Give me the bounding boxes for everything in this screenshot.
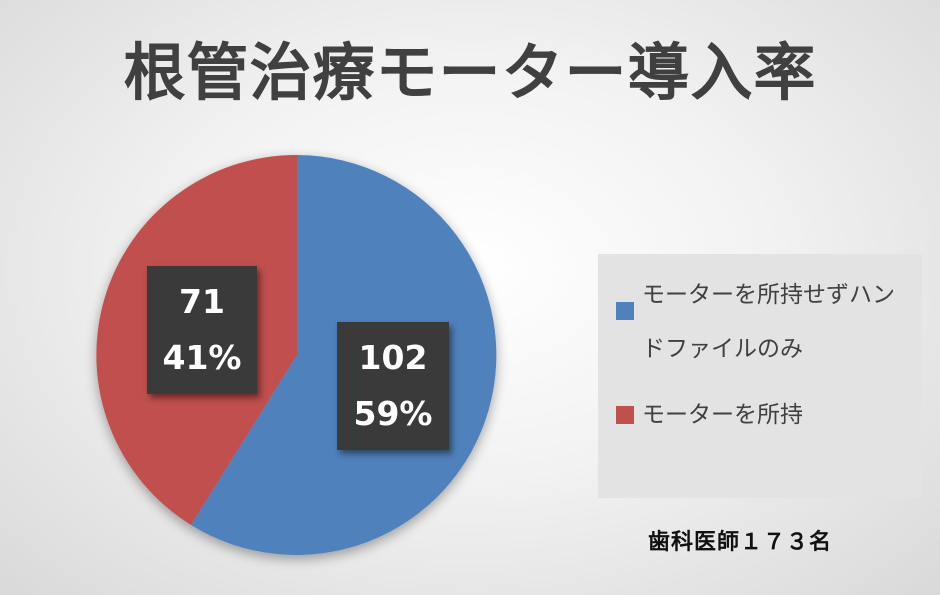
- data-label-blue-percent: 59%: [353, 394, 433, 433]
- legend-swatch-red-icon: [616, 406, 634, 424]
- data-label-red-value: 71: [179, 282, 225, 321]
- data-label-blue-value: 102: [358, 338, 428, 377]
- legend-label-no-motor: モーターを所持せずハンドファイルのみ: [642, 282, 895, 362]
- sample-size-caption: 歯科医師１７３名: [648, 530, 833, 555]
- data-label-blue: 102 59%: [337, 322, 449, 450]
- legend-item-no-motor[interactable]: モーターを所持せずハンドファイルのみ: [616, 268, 912, 376]
- data-label-red-percent: 41%: [162, 338, 242, 377]
- chart-title: 根管治療モーター導入率: [123, 36, 817, 109]
- legend-label-has-motor: モーターを所持: [642, 402, 803, 428]
- legend-item-has-motor[interactable]: モーターを所持: [616, 388, 912, 442]
- legend: モーターを所持せずハンドファイルのみ モーターを所持: [598, 254, 922, 498]
- legend-swatch-blue-icon: [616, 302, 634, 320]
- data-label-red: 71 41%: [147, 266, 257, 394]
